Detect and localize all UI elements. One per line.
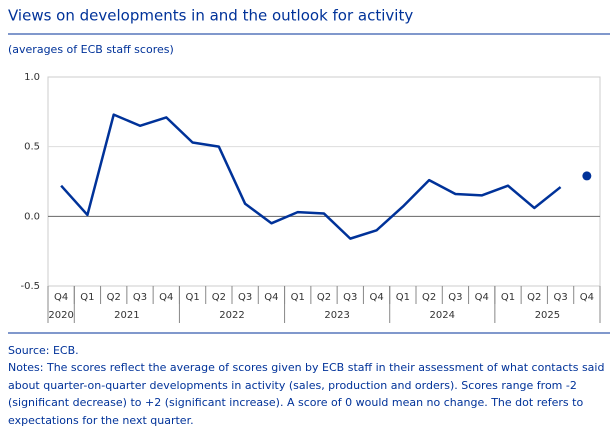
data-point <box>582 171 592 181</box>
x-tick-label: Q1 <box>185 292 199 303</box>
x-tick-label: Q1 <box>291 292 305 303</box>
x-tick-label: Q3 <box>553 292 567 303</box>
x-tick-label: Q1 <box>396 292 410 303</box>
notes: Notes: The scores reflect the average of… <box>8 361 605 427</box>
x-tick-label: Q3 <box>448 292 462 303</box>
x-tick-label: Q2 <box>422 292 436 303</box>
x-tick-label: Q4 <box>264 292 278 303</box>
data-line <box>60 113 562 240</box>
x-tick-label: Q2 <box>527 292 541 303</box>
x-tick-label: Q4 <box>580 292 594 303</box>
y-tick-label: 1.0 <box>24 72 40 83</box>
x-tick-label: Q2 <box>107 292 121 303</box>
y-tick-label: -0.5 <box>20 281 40 292</box>
x-tick-label: Q4 <box>54 292 68 303</box>
x-tick-label: Q2 <box>212 292 226 303</box>
y-tick-label: 0.5 <box>24 142 40 153</box>
x-tick-label: Q2 <box>317 292 331 303</box>
x-group-label: 2020 <box>48 310 73 321</box>
x-group-label: 2025 <box>535 310 560 321</box>
x-tick-label: Q1 <box>80 292 94 303</box>
x-tick-label: Q3 <box>238 292 252 303</box>
y-tick-label: 0.0 <box>24 211 40 222</box>
chart-title: Views on developments in and the outlook… <box>8 7 413 25</box>
x-group-label: 2024 <box>430 310 455 321</box>
chart-subtitle: (averages of ECB staff scores) <box>8 43 174 56</box>
x-group-label: 2021 <box>114 310 139 321</box>
x-tick-label: Q3 <box>343 292 357 303</box>
x-tick-label: Q1 <box>501 292 515 303</box>
x-tick-label: Q4 <box>475 292 489 303</box>
x-tick-label: Q4 <box>159 292 173 303</box>
x-tick-label: Q3 <box>133 292 147 303</box>
x-group-label: 2023 <box>324 310 349 321</box>
source: Source: ECB. <box>8 344 79 357</box>
x-group-label: 2022 <box>219 310 244 321</box>
plot-frame <box>47 76 601 287</box>
x-tick-label: Q4 <box>369 292 383 303</box>
